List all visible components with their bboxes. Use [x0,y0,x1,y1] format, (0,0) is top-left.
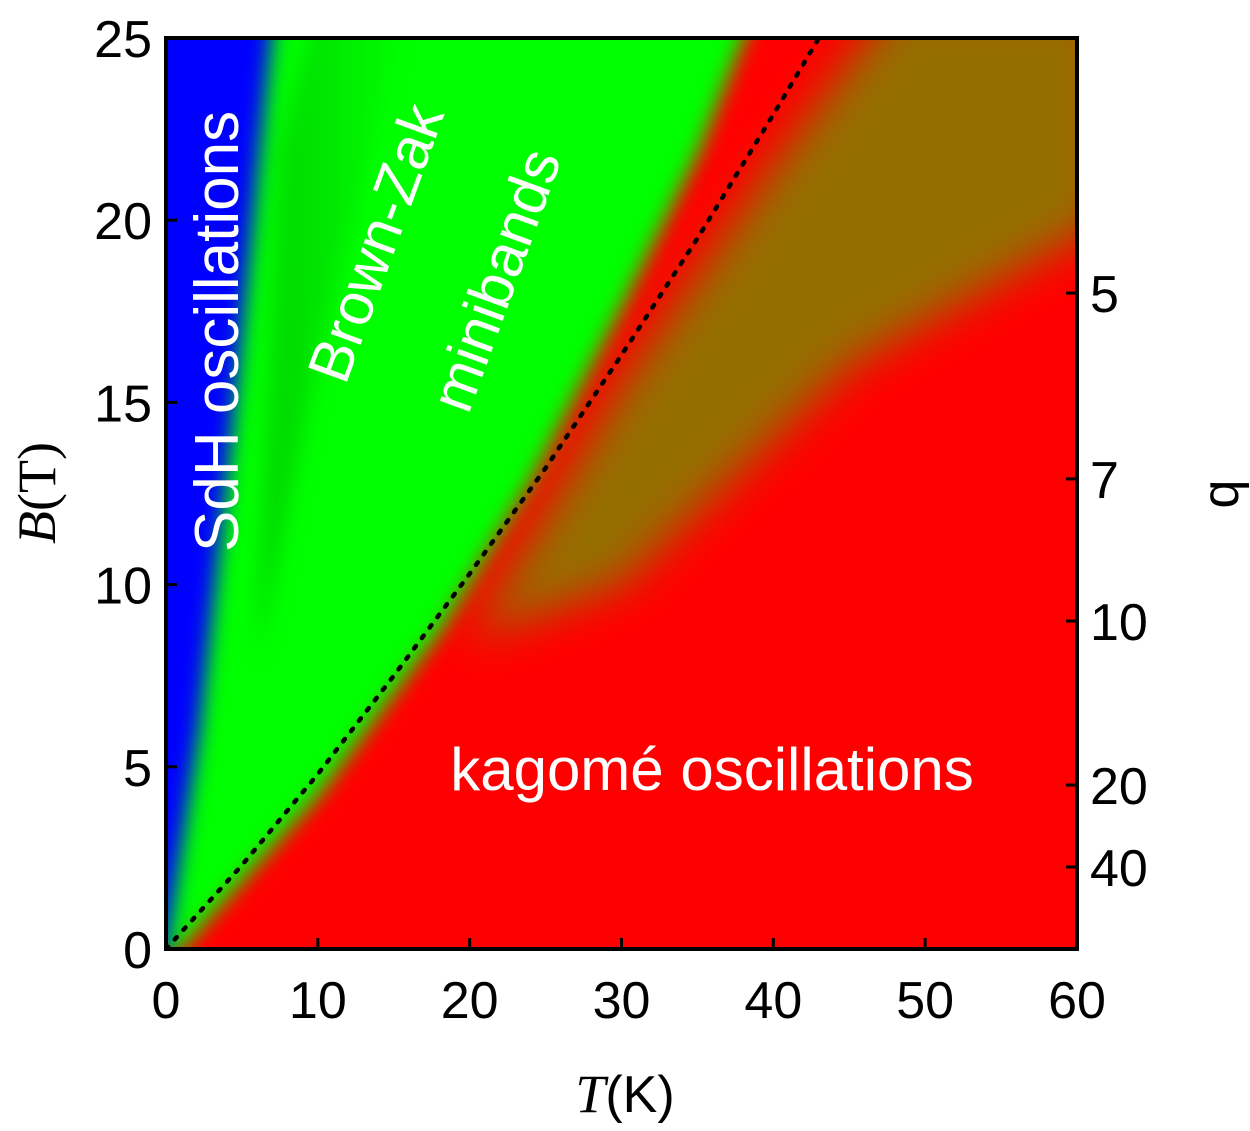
x-axis-title: T(K) [575,1064,674,1124]
region-brown-zak-shade [257,38,400,658]
q-tick-label: 20 [1090,758,1148,816]
q-tick-label: 10 [1090,594,1148,652]
q-tick-label: 5 [1090,266,1119,324]
y-tick-label: 5 [123,740,152,798]
x-tick-label: 10 [289,972,347,1030]
label-kagome-oscillations: kagomé oscillations [450,736,974,803]
y-tick-label: 20 [94,193,152,251]
y-axis: 0 5 10 15 20 25 [94,11,177,980]
x-axis: 0 10 20 30 40 50 60 [152,938,1106,1030]
x-tick-label: 30 [593,972,651,1030]
heatmap-area: SdH oscillations Brown-Zak minibands kag… [166,38,1077,949]
y-tick-label: 25 [94,11,152,69]
q-axis: 5 7 10 20 40 [1066,266,1148,898]
y-tick-label: 10 [94,558,152,616]
x-tick-label: 0 [152,972,181,1030]
x-tick-label: 50 [896,972,954,1030]
region-transition [469,38,1077,640]
y-tick-label: 15 [94,375,152,433]
y-axis-title: B(T) [7,442,67,544]
boundary-dotted-curve [166,38,822,949]
q-tick-label: 7 [1090,452,1119,510]
q-axis-title: q [1192,480,1250,509]
region-sdh [166,38,272,949]
x-tick-label: 20 [441,972,499,1030]
y-tick-label: 0 [123,922,152,980]
label-sdh-oscillations: SdH oscillations [183,111,252,552]
x-tick-label: 60 [1048,972,1106,1030]
x-tick-label: 40 [744,972,802,1030]
q-tick-label: 40 [1090,840,1148,898]
